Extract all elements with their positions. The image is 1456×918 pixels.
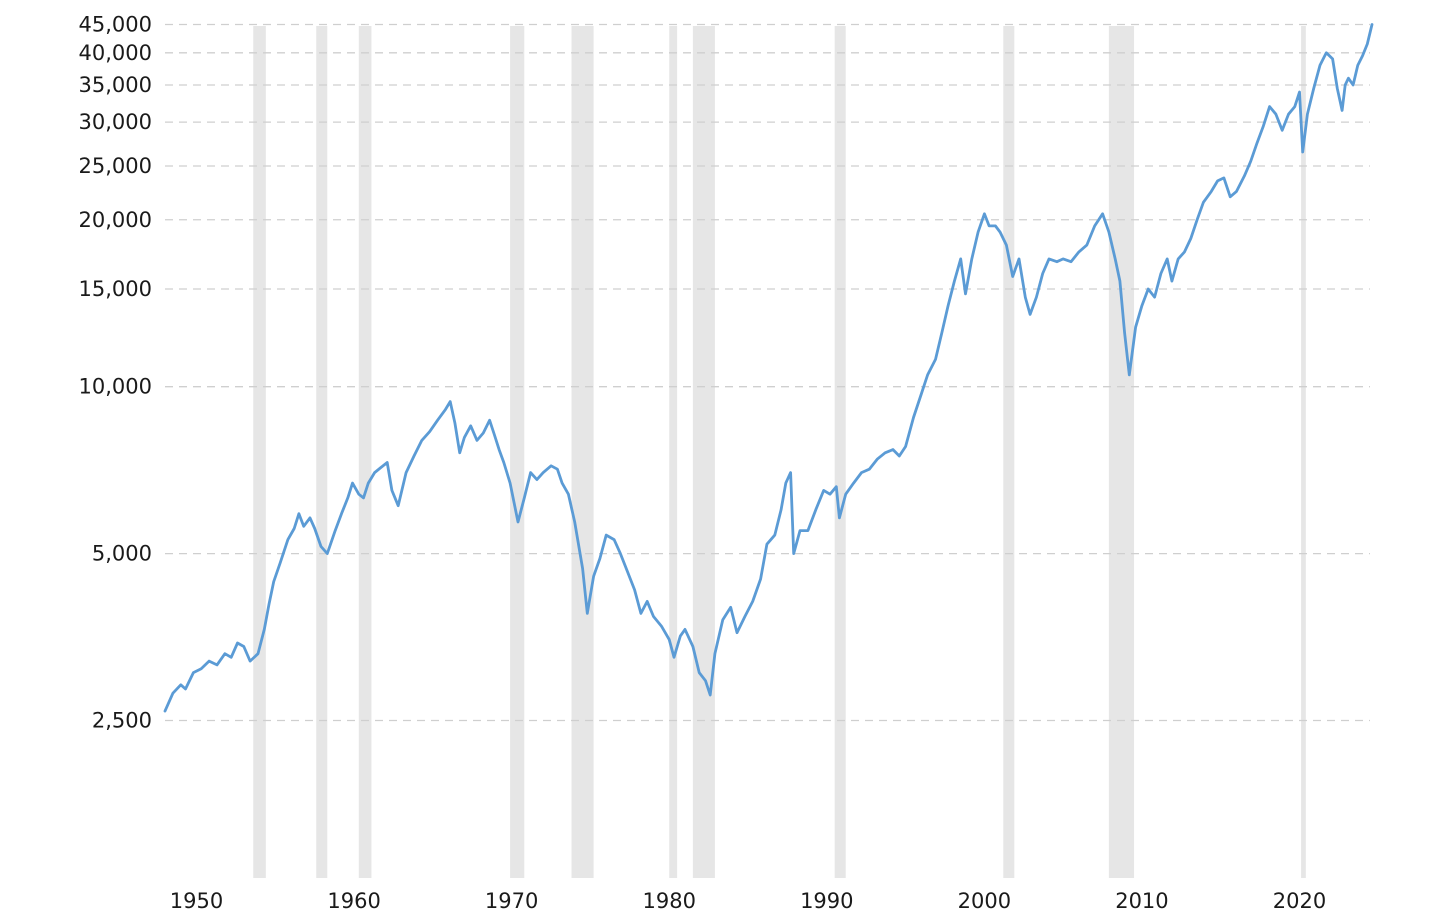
recession-band [571, 26, 594, 878]
series-line [163, 23, 1374, 713]
x-tick-label: 1960 [327, 889, 380, 913]
recession-band [510, 26, 525, 878]
recession-band [253, 26, 266, 878]
y-tick-label: 10,000 [79, 375, 152, 399]
recession-band [834, 26, 846, 878]
x-tick-label: 2020 [1273, 889, 1326, 913]
y-tick-label: 15,000 [79, 277, 152, 301]
y-tick-label: 45,000 [79, 12, 152, 36]
x-tick-label: 2010 [1115, 889, 1168, 913]
recession-band [669, 26, 678, 878]
y-tick-label: 25,000 [79, 154, 152, 178]
x-tick-label: 1980 [643, 889, 696, 913]
recession-band [1301, 26, 1306, 878]
y-tick-label: 35,000 [79, 73, 152, 97]
y-tick-label: 40,000 [79, 41, 152, 65]
recession-bands [253, 26, 1306, 878]
recession-band [1108, 26, 1135, 878]
recession-band [316, 26, 328, 878]
recession-band [692, 26, 715, 878]
y-tick-label: 2,500 [92, 709, 152, 733]
x-tick-label: 1950 [170, 889, 223, 913]
y-tick-label: 20,000 [79, 208, 152, 232]
x-tick-label: 1990 [800, 889, 853, 913]
recession-band [1003, 26, 1015, 878]
y-gridlines [165, 23, 1370, 722]
recession-band [358, 26, 372, 878]
y-axis-tick-labels: 2,500 5,000 10,000 15,000 20,000 25,000 30,000… [79, 12, 152, 732]
x-tick-label: 1970 [485, 889, 538, 913]
y-tick-label: 30,000 [79, 110, 152, 134]
x-tick-label: 2000 [958, 889, 1011, 913]
series-lines [163, 23, 1374, 713]
y-tick-label: 5,000 [92, 542, 152, 566]
x-axis-tick-labels: 1950 1960 1970 1980 1990 2000 2010 2020 [170, 889, 1326, 913]
